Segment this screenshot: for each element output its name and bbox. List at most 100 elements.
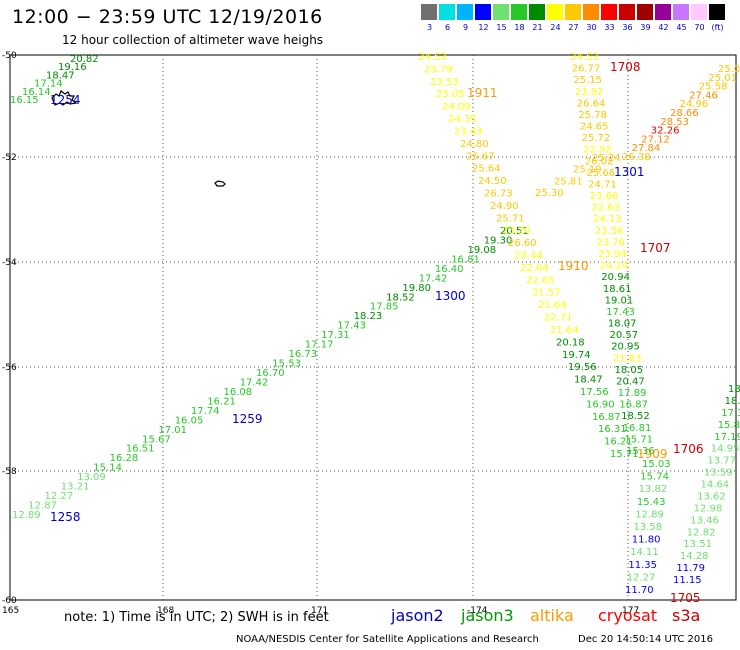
wave-height-value: 17.43: [606, 307, 635, 318]
wave-height-value: 26.60: [508, 238, 537, 249]
wave-height-value: 26.77: [572, 64, 601, 75]
longitude-label: -174: [467, 606, 488, 616]
wave-height-value: 17.42: [240, 378, 269, 389]
longitude-label: 168: [157, 606, 174, 616]
wave-height-value: 17.56: [580, 387, 609, 398]
wave-height-value: 24.71: [588, 180, 617, 191]
wave-height-value: 16.21: [604, 437, 633, 448]
note-text: note: 1) Time is in UTC; 2) SWH is in fe…: [64, 610, 329, 625]
wave-height-value: 13.62: [697, 491, 726, 502]
island-outline: [51, 90, 78, 106]
wave-height-value: 27.46: [689, 90, 718, 101]
wave-height-value: 17.31: [321, 330, 350, 341]
scale-label: (ft): [711, 23, 724, 32]
wave-height-value: 17.19: [714, 432, 740, 443]
wave-height-value: 15.14: [93, 463, 122, 474]
wave-height-value: 11.35: [628, 560, 657, 571]
wave-height-value: 18.8: [728, 384, 740, 395]
wave-height-value: 20.47: [616, 377, 645, 388]
satellite-legend-jason3: jason3: [461, 606, 514, 625]
wave-height-value: 14.64: [701, 480, 730, 491]
wave-height-value: 17.14: [34, 79, 63, 90]
map-subtitle: 12 hour collection of altimeter wave hei…: [62, 33, 324, 47]
wave-height-value: 23.05: [436, 89, 465, 100]
wave-height-value: 24.53: [418, 52, 447, 63]
wave-height-value: 13.46: [690, 515, 719, 526]
wave-height-value: 27.12: [641, 134, 670, 145]
wave-height-value: 16.05: [175, 415, 204, 426]
wave-height-value: 13.21: [61, 482, 90, 493]
wave-height-value: 17.36: [721, 408, 740, 419]
wave-height-value: 19.74: [562, 350, 591, 361]
scale-swatch: [601, 4, 618, 20]
wave-height-value: 12.98: [694, 503, 723, 514]
wave-height-value: 23.92: [575, 87, 604, 98]
satellite-legend-altika: altika: [530, 606, 574, 625]
wave-height-value: 19.16: [58, 62, 87, 73]
latitude-label: -56: [2, 363, 17, 373]
latitude-label: -54: [2, 258, 17, 268]
wave-height-value: 15.53: [272, 359, 301, 370]
wave-height-value: 13.51: [683, 539, 712, 550]
wave-height-value: 19.56: [568, 362, 597, 373]
wave-height-value: 15.82: [718, 420, 740, 431]
wave-height-value: 22.65: [526, 275, 555, 286]
wave-height-value: 25.01: [718, 64, 740, 75]
scale-swatch: [457, 4, 474, 20]
scale-label: 70: [694, 23, 705, 32]
scale-label: 21: [532, 23, 543, 32]
wave-height-value: 11.80: [632, 535, 661, 546]
wave-height-value: 25.15: [573, 75, 602, 86]
pass-time-label: 1301: [614, 165, 645, 179]
scale-swatch: [619, 4, 636, 20]
wave-height-value: 17.85: [370, 302, 399, 313]
wave-height-value: 23.76: [596, 237, 625, 248]
wave-height-value: 24.80: [460, 139, 489, 150]
footer-credit: NOAA/NESDIS Center for Satellite Applica…: [236, 634, 539, 645]
latitude-label: -50: [2, 51, 17, 61]
wave-height-value: 15.71: [610, 449, 639, 460]
wave-height-value: 14.28: [680, 551, 709, 562]
wave-height-value: 12.27: [627, 572, 656, 583]
wave-height-value: 25.30: [535, 188, 564, 199]
wave-height-value: 21.64: [538, 300, 567, 311]
pass-time-label: 1254: [50, 93, 81, 107]
wave-height-value: 12.27: [45, 491, 74, 502]
scale-label: 33: [604, 23, 615, 32]
scale-swatch: [493, 4, 510, 20]
pass-time-label: 1300: [435, 289, 466, 303]
wave-height-value: 16.31: [598, 424, 627, 435]
wave-height-value: 16.90: [586, 399, 615, 410]
wave-height-value: 25.72: [582, 133, 611, 144]
wave-height-value: 21.64: [550, 325, 579, 336]
wave-height-value: 23.44: [514, 251, 543, 262]
latitude-label: -52: [2, 153, 17, 163]
wave-height-value: 16.73: [289, 349, 318, 360]
wave-height-value: 16.28: [110, 453, 139, 464]
wave-height-value: 20.18: [556, 337, 585, 348]
scale-swatch: [637, 4, 654, 20]
scale-swatch: [583, 4, 600, 20]
wave-height-value: 23.20: [502, 226, 531, 237]
scale-swatch: [673, 4, 690, 20]
wave-height-value: 15.67: [142, 434, 171, 445]
satellite-legend-cryosat: cryosat: [598, 606, 658, 625]
wave-height-value: 24.65: [580, 122, 609, 133]
pass-time-label: 1910: [558, 259, 589, 273]
wave-height-value: 25.78: [578, 110, 607, 121]
scale-swatch: [529, 4, 546, 20]
scale-label: 3: [426, 23, 433, 32]
pass-time-label: 1909: [637, 447, 668, 461]
wave-height-value: 23.94: [598, 249, 627, 260]
wave-height-value: 13.58: [634, 522, 663, 533]
wave-height-value: 18.23: [354, 311, 383, 322]
island-outline: [214, 180, 226, 187]
scale-label: 30: [586, 23, 597, 32]
scale-label: 42: [658, 23, 669, 32]
wave-height-value: 15.43: [637, 497, 666, 508]
wave-height-value: 21.57: [532, 288, 561, 299]
wave-height-value: 26.73: [484, 189, 513, 200]
scale-label: 12: [478, 23, 489, 32]
wave-height-value: 25.64: [472, 164, 501, 175]
scale-label: 45: [676, 23, 687, 32]
